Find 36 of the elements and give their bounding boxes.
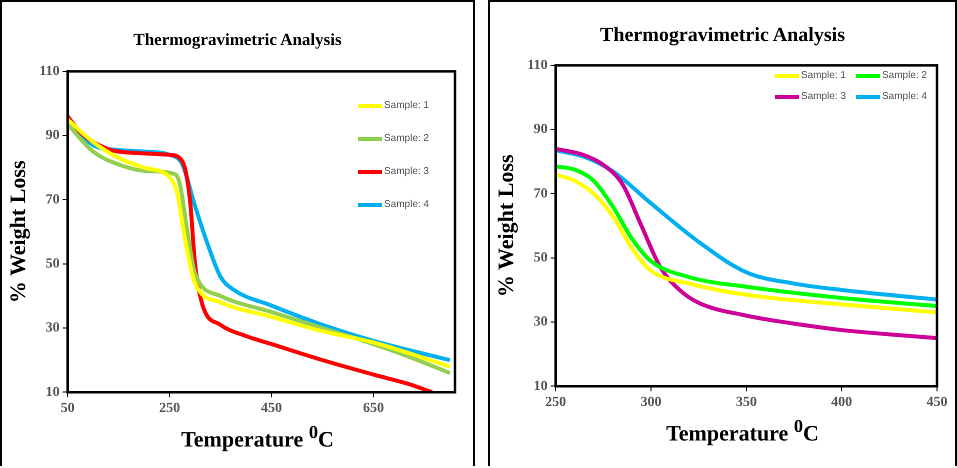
legend-label: Sample: 4 [882, 91, 927, 102]
legend-label: Sample: 4 [384, 199, 429, 210]
y-tick-label: 50 [534, 250, 548, 266]
legend-label: Sample: 2 [384, 133, 429, 144]
x-tick-label: 450 [926, 395, 948, 410]
y-tick-label: 10 [534, 378, 548, 394]
y-tick-label: 30 [534, 314, 548, 330]
legend-label: Sample: 2 [882, 70, 927, 81]
y-axis-title: % Weight Loss [4, 160, 30, 304]
legend-label: Sample: 3 [384, 166, 429, 177]
x-tick-label: 300 [640, 395, 662, 410]
x-tick-label: 50 [60, 401, 75, 416]
y-tick-label: 70 [534, 186, 548, 202]
y-tick-label: 90 [46, 128, 60, 144]
chart-title: Thermogravimetric Analysis [132, 30, 343, 51]
x-tick-label: 250 [159, 401, 180, 416]
legend-label: Sample: 3 [800, 91, 846, 102]
x-tick-label: 650 [362, 401, 384, 416]
x-tick-label: 450 [261, 401, 282, 416]
y-axis-title: % Weight Loss [492, 154, 518, 298]
y-tick-label: 50 [46, 256, 60, 272]
y-tick-label: 10 [46, 384, 60, 400]
legend-label: Sample: 1 [384, 100, 429, 111]
y-tick-label: 110 [527, 58, 548, 74]
x-tick-label: 250 [545, 395, 566, 410]
y-tick-label: 30 [46, 320, 60, 336]
y-tick-label: 90 [534, 122, 548, 138]
x-tick-label: 400 [831, 395, 852, 410]
x-axis-title: Temperature $^{0}$C [665, 416, 820, 446]
legend-label: Sample: 1 [800, 70, 846, 81]
x-axis-title: Temperature $^{0}$C [180, 422, 335, 452]
x-tick-label: 350 [736, 395, 757, 410]
line-series [556, 146, 937, 340]
y-tick-label: 70 [46, 192, 60, 208]
y-tick-label: 110 [39, 64, 60, 80]
chart-title: Thermogravimetric Analysis [599, 24, 846, 48]
